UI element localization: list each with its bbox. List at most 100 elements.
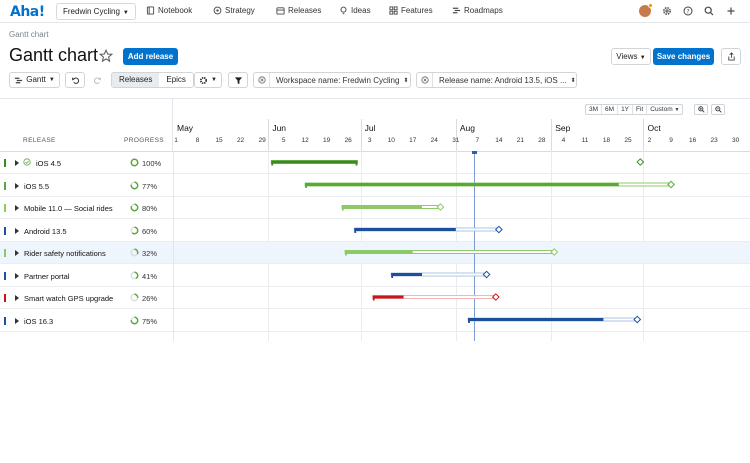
release-row[interactable]: Partner portal 41% xyxy=(0,265,750,287)
release-filter-label: Release name: Android 13.5, iOS ... xyxy=(439,75,567,85)
week-tick-label: 22 xyxy=(236,137,245,144)
week-tick-label: 24 xyxy=(430,137,438,144)
zoom-1y-button[interactable]: 1Y xyxy=(618,105,634,114)
release-name[interactable]: iOS 16.3 xyxy=(24,316,54,326)
chevron-down-icon: ▼ xyxy=(122,10,129,16)
release-name[interactable]: Partner portal xyxy=(24,271,70,281)
nav-notebook[interactable]: Notebook xyxy=(146,6,192,15)
release-row[interactable]: Smart watch GPS upgrade 26% xyxy=(0,287,750,309)
week-tick-label: 15 xyxy=(215,137,223,144)
redo-button[interactable] xyxy=(88,72,106,88)
nav-releases[interactable]: Releases xyxy=(276,6,321,15)
release-bar[interactable] xyxy=(467,315,642,324)
expand-triangle-icon[interactable] xyxy=(15,205,19,211)
undo-button[interactable] xyxy=(65,72,85,88)
add-release-button[interactable]: Add release xyxy=(123,48,178,65)
gear-icon xyxy=(663,7,671,15)
release-filter[interactable]: Release name: Android 13.5, iOS ... ⬍ xyxy=(416,72,577,88)
bar-start-cap xyxy=(345,250,347,256)
release-name[interactable]: Android 13.5 xyxy=(24,226,67,236)
month-divider xyxy=(268,119,270,151)
release-progress: 100% xyxy=(142,159,162,168)
release-name[interactable]: iOS 4.5 xyxy=(36,159,62,168)
release-bar[interactable] xyxy=(390,270,491,279)
remove-filter-button[interactable] xyxy=(417,73,433,87)
row-divider xyxy=(0,240,750,242)
release-bar[interactable] xyxy=(372,293,500,301)
release-name[interactable]: Smart watch GPS upgrade xyxy=(24,294,114,303)
nav-roadmaps[interactable]: Roadmaps xyxy=(452,6,503,15)
bar-progress xyxy=(391,273,422,276)
zoom-out-button[interactable] xyxy=(711,104,725,115)
settings-button[interactable] xyxy=(660,4,674,18)
help-icon: ? xyxy=(683,6,693,16)
release-row[interactable]: iOS 16.3 75% xyxy=(0,310,750,332)
zoom-custom-dropdown[interactable]: Custom ▼ xyxy=(647,105,682,114)
release-row[interactable]: Mobile 11.0 — Social rides 80% xyxy=(0,197,750,219)
release-bar[interactable] xyxy=(304,180,675,189)
release-bar[interactable] xyxy=(344,248,559,256)
release-progress: 32% xyxy=(142,249,158,258)
tab-epics[interactable]: Epics xyxy=(166,75,186,84)
week-tick-label: 17 xyxy=(409,137,417,144)
zoom-fit-button[interactable]: Fit xyxy=(633,105,648,114)
release-name[interactable]: Mobile 11.0 — Social rides xyxy=(24,204,113,213)
nav-strategy[interactable]: Strategy xyxy=(213,6,255,15)
views-dropdown[interactable]: Views ▼ xyxy=(611,48,651,65)
release-date-diamond-icon xyxy=(436,203,445,211)
nav-features[interactable]: Features xyxy=(389,6,433,15)
progress-ring-icon xyxy=(130,293,139,302)
undo-icon xyxy=(71,76,79,84)
week-tick-label: 8 xyxy=(195,137,200,144)
help-button[interactable]: ? xyxy=(681,4,695,18)
zoom-6m-button[interactable]: 6M xyxy=(602,105,619,114)
zoom-3m-button[interactable]: 3M xyxy=(586,105,603,114)
views-label: Views xyxy=(616,52,638,61)
release-row[interactable]: iOS 4.5 100% xyxy=(0,152,750,174)
expand-triangle-icon[interactable] xyxy=(15,317,19,324)
expand-triangle-icon[interactable] xyxy=(15,250,19,256)
zoom-in-button[interactable] xyxy=(694,104,708,115)
settings-dropdown[interactable]: ▼ xyxy=(194,72,222,88)
user-avatar[interactable] xyxy=(639,5,651,17)
nav-features-label: Features xyxy=(401,6,433,15)
progress-ring-icon xyxy=(130,316,139,324)
view-mode-dropdown[interactable]: Gantt ▼ xyxy=(9,72,60,88)
workspace-selector[interactable]: Fredwin Cycling ▼ xyxy=(56,3,136,20)
expand-triangle-icon[interactable] xyxy=(15,182,19,189)
expand-triangle-icon[interactable] xyxy=(15,272,19,279)
progress-ring-icon xyxy=(130,271,139,279)
progress-ring-icon xyxy=(130,248,139,257)
expand-triangle-icon[interactable] xyxy=(15,227,19,234)
search-button[interactable] xyxy=(702,4,716,18)
nav-ideas[interactable]: Ideas xyxy=(339,6,371,15)
release-bar[interactable] xyxy=(353,225,503,234)
workspace-filter[interactable]: Workspace name: Fredwin Cycling ⬍ xyxy=(253,72,411,88)
remove-filter-button[interactable] xyxy=(254,73,270,87)
week-tick-label: 7 xyxy=(475,137,480,144)
nav-ideas-label: Ideas xyxy=(351,6,371,15)
gantt-chart: RELEASE PROGRESS 3M 6M 1Y Fit Custom ▼ M… xyxy=(0,98,750,463)
release-bar[interactable] xyxy=(270,158,645,166)
expand-triangle-icon[interactable] xyxy=(15,295,19,301)
tab-releases[interactable]: Releases xyxy=(112,73,160,87)
star-icon[interactable] xyxy=(99,49,113,63)
week-tick-label: 3 xyxy=(367,137,372,144)
expand-triangle-icon[interactable] xyxy=(15,160,19,166)
release-name[interactable]: iOS 5.5 xyxy=(24,181,50,191)
share-button[interactable] xyxy=(721,48,741,65)
release-name[interactable]: Rider safety notifications xyxy=(24,249,106,258)
save-changes-button[interactable]: Save changes xyxy=(653,48,714,65)
bar-start-cap xyxy=(342,205,344,211)
release-bar[interactable] xyxy=(341,203,445,211)
filter-button[interactable] xyxy=(228,72,248,88)
week-tick-label: 2 xyxy=(647,137,652,144)
month-label: Jul xyxy=(364,123,376,133)
breadcrumb[interactable]: Gantt chart xyxy=(9,30,49,39)
release-row[interactable]: iOS 5.5 77% xyxy=(0,175,750,197)
aha-logo[interactable]: Aha! xyxy=(10,4,45,20)
release-row[interactable]: Android 13.5 60% xyxy=(0,220,750,242)
view-mode-label: Gantt xyxy=(26,75,46,84)
week-tick-label: 10 xyxy=(387,137,395,144)
add-button[interactable] xyxy=(724,4,738,18)
